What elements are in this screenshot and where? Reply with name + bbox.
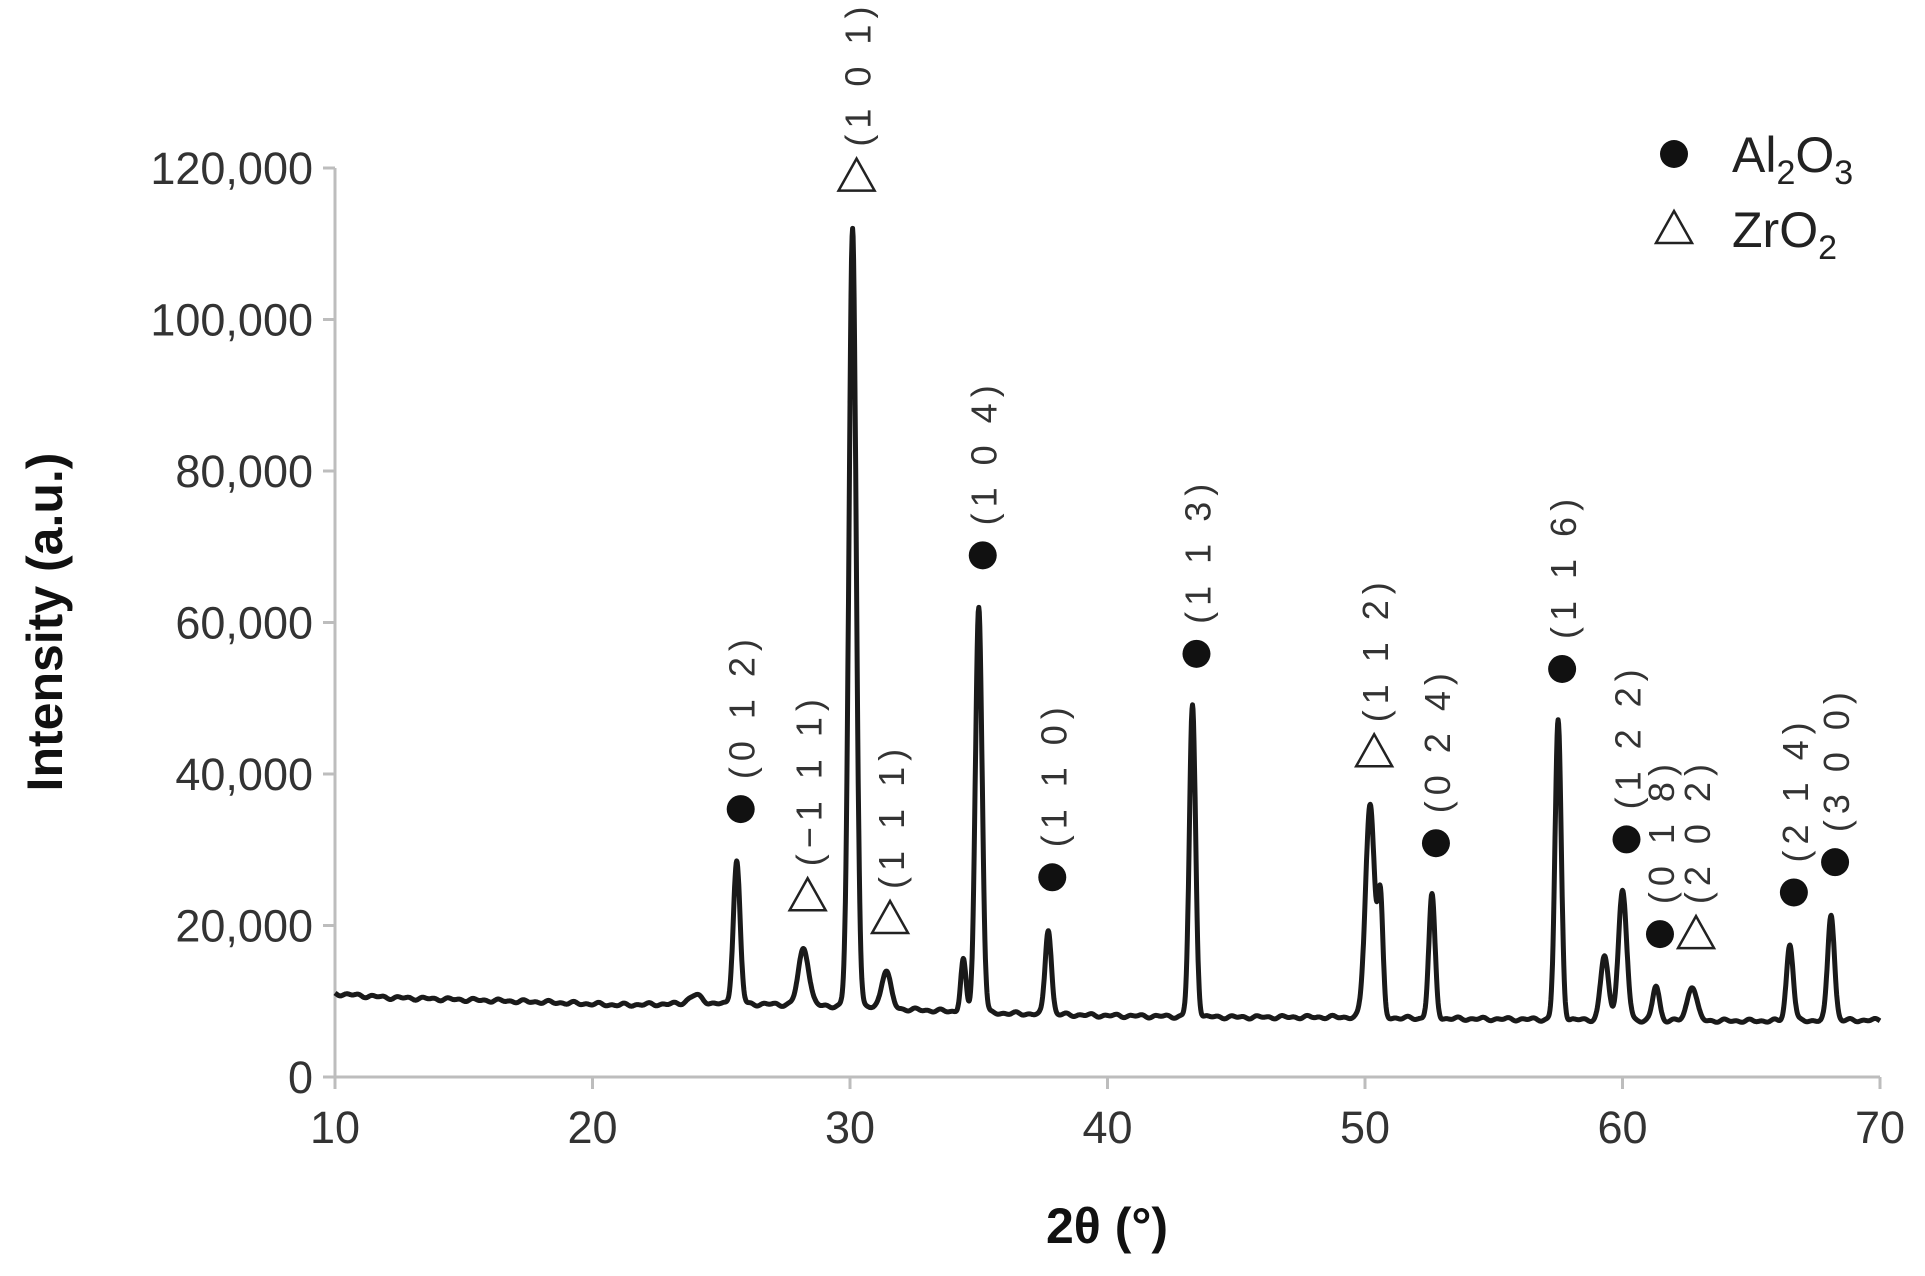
y-axis-title: Intensity (a.u.) (17, 453, 73, 792)
hkl-label: (3 0 0) (1816, 686, 1857, 832)
y-tick-label: 40,000 (175, 749, 313, 800)
hkl-label: (0 1 8) (1641, 758, 1682, 904)
x-tick-label: 70 (1855, 1102, 1905, 1153)
zro2-peak-marker (836, 156, 877, 192)
al2o3-peak-marker (1038, 863, 1067, 892)
hkl-label: (1 1 6) (1543, 493, 1584, 639)
hkl-label: (1 1 0) (1033, 701, 1074, 847)
hkl-labels: (0 1 2) (−1 1 1) (1 0 1) (1 1 1) (1 0 4) (1 1… (722, 1, 1857, 905)
hkl-label: (−1 1 1) (789, 693, 830, 866)
x-tick-label: 10 (310, 1102, 360, 1153)
al2o3-peak-marker (1612, 825, 1641, 854)
al2o3-peak-marker (1182, 639, 1211, 668)
legend-label-al2o3: Al2O3 (1732, 127, 1853, 192)
al2o3-peak-marker (1645, 920, 1674, 949)
zro2-peak-marker (1354, 731, 1395, 768)
legend-item-zro2: ZrO2 (1653, 202, 1837, 267)
y-tick-label: 80,000 (175, 446, 313, 497)
legend-label-zro2: ZrO2 (1732, 202, 1837, 267)
filled-circle-icon (1660, 140, 1688, 168)
al2o3-peak-marker (1821, 848, 1850, 877)
al2o3-peak-marker (1779, 878, 1808, 907)
hkl-label: (2 1 4) (1775, 716, 1816, 862)
zro2-peak-marker (787, 875, 828, 912)
legend-item-al2o3: Al2O3 (1660, 127, 1853, 192)
x-tick-label: 50 (1340, 1102, 1390, 1153)
hkl-label: (1 0 1) (838, 1, 879, 147)
hkl-label: (1 2 2) (1608, 663, 1649, 809)
hkl-label: (1 1 1) (871, 743, 912, 889)
x-tick-label: 20 (567, 1102, 617, 1153)
hkl-label: (1 1 2) (1355, 576, 1396, 722)
zro2-peak-marker (1675, 913, 1717, 950)
hkl-label: (1 0 4) (964, 379, 1005, 525)
x-tick-label: 40 (1082, 1102, 1132, 1153)
y-tick-label: 0 (288, 1052, 313, 1103)
hkl-label: (2 0 2) (1677, 758, 1718, 904)
legend: Al2O3 ZrO2 (1653, 127, 1853, 267)
hkl-label: (0 1 2) (722, 633, 763, 779)
y-tick-label: 120,000 (150, 143, 313, 194)
y-tick-label: 100,000 (150, 295, 313, 346)
hkl-label: (0 2 4) (1417, 667, 1458, 813)
al2o3-peak-marker (726, 795, 755, 824)
hkl-label: (1 1 3) (1177, 478, 1218, 624)
zro2-peak-marker (869, 898, 911, 935)
phase-markers (726, 156, 1850, 950)
y-ticks: 0 20,000 40,000 60,000 80,000 100,000 120,000 (150, 143, 335, 1103)
x-tick-label: 60 (1597, 1102, 1647, 1153)
x-axis-title: 2θ (°) (1046, 1198, 1168, 1254)
x-tick-label: 30 (825, 1102, 875, 1153)
y-tick-label: 20,000 (175, 901, 313, 952)
y-tick-label: 60,000 (175, 598, 313, 649)
al2o3-peak-marker (1421, 829, 1450, 858)
al2o3-peak-marker (968, 541, 997, 570)
al2o3-peak-marker (1548, 654, 1577, 683)
open-triangle-icon (1653, 208, 1695, 245)
diffraction-pattern-line (333, 225, 1882, 1025)
x-ticks: 10 20 30 40 50 60 70 (310, 1077, 1905, 1153)
